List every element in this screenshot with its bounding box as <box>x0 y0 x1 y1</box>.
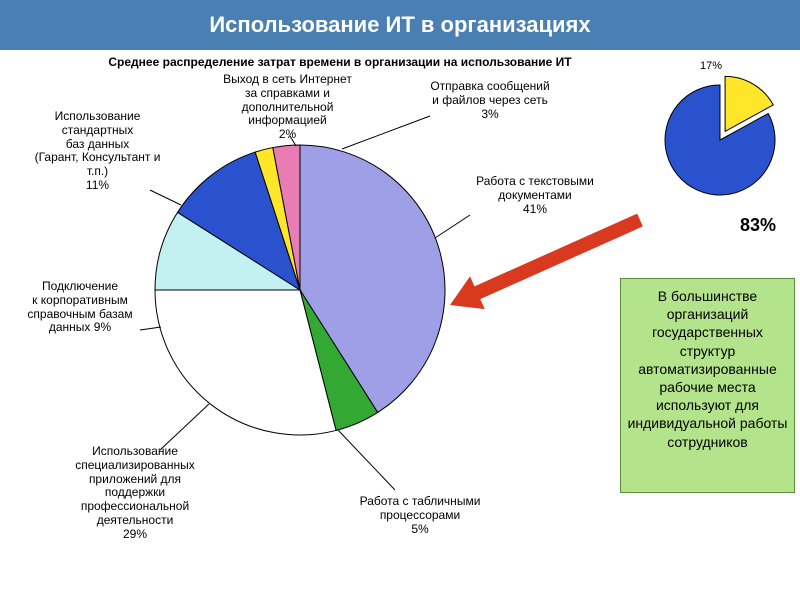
small-pie-label-17: 17% <box>700 60 722 72</box>
info-box-text: В большинстве организаций государственны… <box>628 288 788 450</box>
small-pie-label-83: 83% <box>740 215 776 236</box>
info-box: В большинстве организаций государственны… <box>620 278 795 493</box>
